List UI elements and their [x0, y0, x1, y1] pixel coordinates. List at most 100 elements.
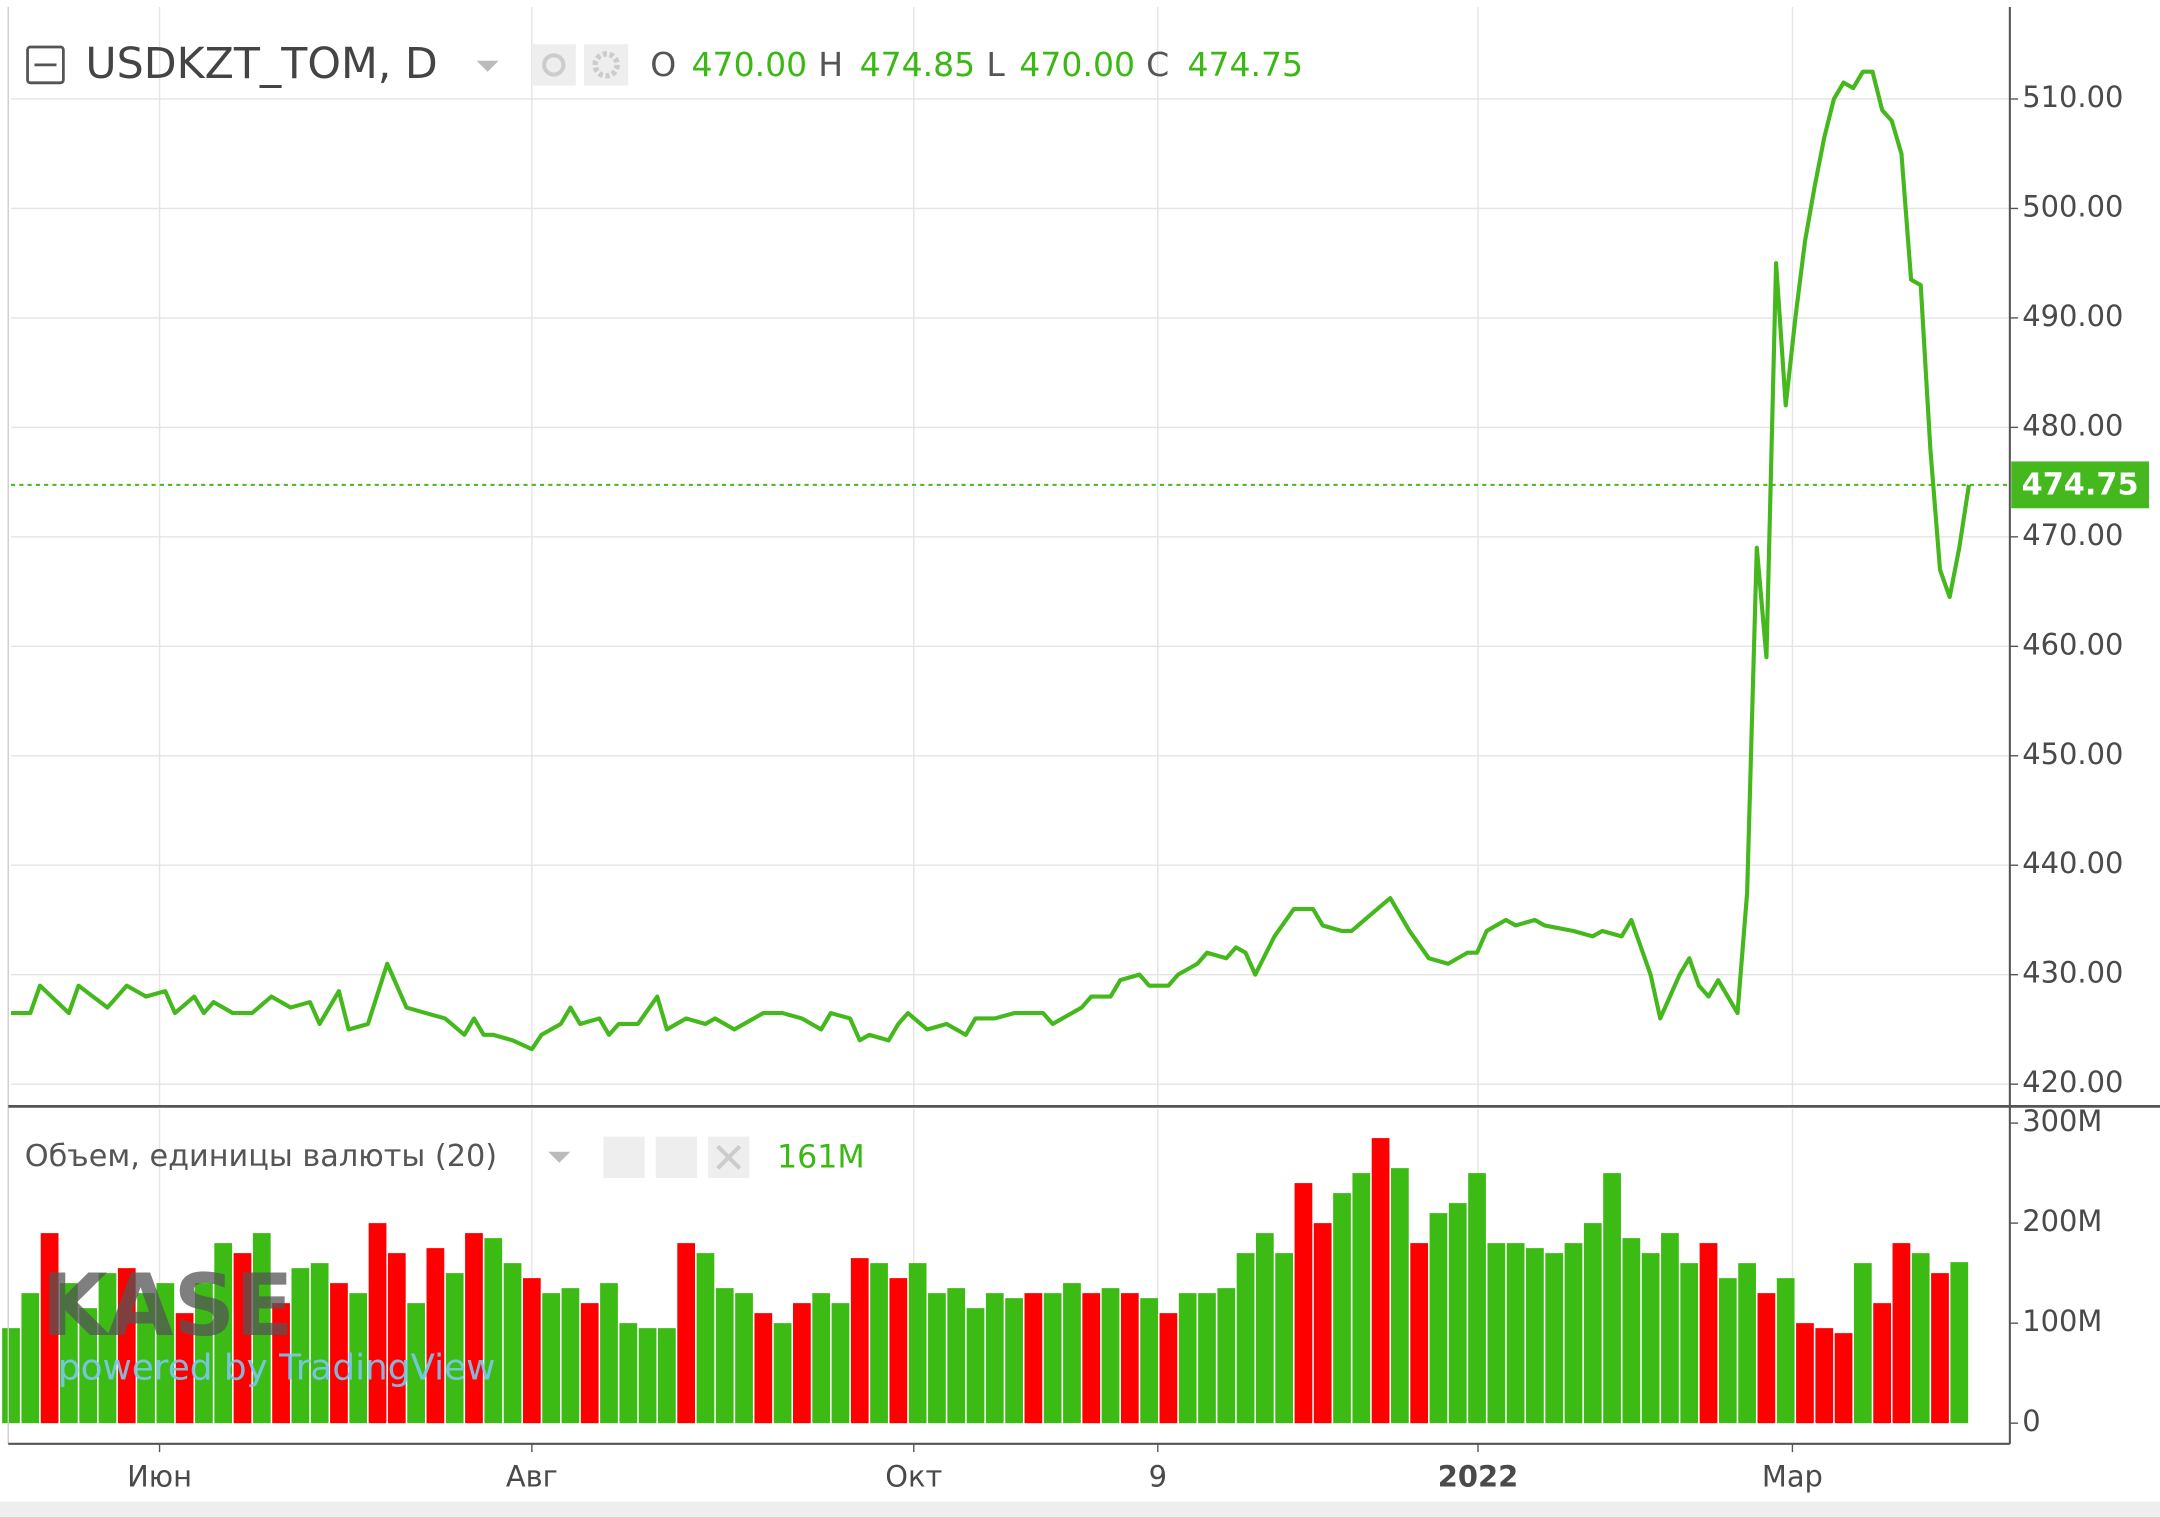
ohlc-value: 474.75: [1187, 45, 1303, 84]
volume-bar: [773, 1323, 792, 1424]
volume-bar: [1526, 1248, 1544, 1424]
volume-bar: [272, 1303, 290, 1424]
y-tick-label: 500.00: [2022, 189, 2123, 223]
y-tick-label: 300M: [2022, 1104, 2102, 1138]
volume-last: 161M: [777, 1140, 865, 1176]
eye-button[interactable]: [603, 1136, 645, 1178]
volume-bar: [1950, 1262, 1969, 1424]
volume-bar: [1140, 1298, 1158, 1424]
watermark-logo: KASE: [41, 1257, 293, 1356]
volume-bar: [947, 1288, 966, 1424]
volume-bar: [1178, 1293, 1197, 1424]
volume-bar: [1063, 1283, 1081, 1424]
volume-bar: [1796, 1323, 1814, 1424]
eye-button[interactable]: [531, 44, 576, 86]
y-tick-label: 510.00: [2022, 80, 2123, 114]
volume-bar: [966, 1308, 985, 1424]
bottom-strip: [0, 1501, 2160, 1517]
volume-bar: [387, 1253, 406, 1424]
volume-bar: [426, 1248, 445, 1424]
y-tick-label: 200M: [2022, 1204, 2102, 1238]
volume-bar: [1313, 1223, 1332, 1424]
volume-title: Объем, единицы валюты (20): [25, 1139, 497, 1174]
volume-bar: [1448, 1203, 1467, 1424]
volume-bar: [1603, 1173, 1621, 1424]
settings-button[interactable]: [584, 44, 629, 86]
volume-bar: [715, 1288, 734, 1424]
volume-bar: [1738, 1263, 1756, 1424]
volume-bar: [1101, 1288, 1120, 1424]
ohlc-key: L: [986, 45, 1005, 84]
volume-bar: [1757, 1293, 1776, 1424]
volume-bar: [137, 1293, 155, 1424]
volume-bar: [542, 1293, 561, 1424]
y-tick-label: 420.00: [2022, 1065, 2123, 1099]
x-tick-label: 9: [1149, 1459, 1167, 1493]
volume-bar: [735, 1293, 753, 1424]
volume-bar: [1931, 1273, 1949, 1424]
y-tick-label: 440.00: [2022, 846, 2123, 880]
ohlc-value: 474.85: [860, 45, 976, 84]
volume-bar: [1024, 1293, 1043, 1424]
y-tick-label: 480.00: [2022, 408, 2123, 442]
volume-bar: [503, 1263, 522, 1424]
volume-bar: [1333, 1193, 1351, 1424]
volume-bar: [156, 1283, 175, 1424]
volume-bar: [195, 1283, 213, 1424]
volume-bar: [1873, 1303, 1891, 1424]
x-tick-label: 2022: [1438, 1459, 1518, 1493]
y-tick-label: 490.00: [2022, 299, 2123, 333]
volume-bar: [1622, 1238, 1641, 1424]
volume-bar: [1468, 1173, 1486, 1424]
volume-bar: [1564, 1243, 1583, 1424]
settings-button[interactable]: [655, 1136, 698, 1178]
volume-bar: [1217, 1288, 1236, 1424]
volume-bar: [330, 1283, 348, 1424]
volume-bar: [1815, 1328, 1834, 1424]
volume-bar: [638, 1328, 657, 1424]
volume-bar: [1892, 1243, 1911, 1424]
ohlc-key: C: [1146, 45, 1169, 84]
collapse-button[interactable]: [26, 45, 65, 85]
volume-bar: [60, 1283, 78, 1424]
dropdown-arrow[interactable]: [548, 1151, 571, 1163]
volume-bar: [349, 1293, 368, 1424]
volume-bar: [1159, 1313, 1178, 1424]
ohlc-key: O: [650, 45, 676, 84]
close-icon: [716, 1144, 742, 1170]
volume-bar: [696, 1253, 715, 1424]
volume-bar: [368, 1223, 387, 1424]
volume-bar: [1043, 1293, 1062, 1424]
volume-bar: [1236, 1253, 1255, 1424]
volume-bar: [1911, 1253, 1930, 1424]
volume-bar: [1275, 1253, 1294, 1424]
volume-bar: [1410, 1243, 1429, 1424]
volume-bars: [2, 1138, 1969, 1424]
volume-bar: [600, 1283, 618, 1424]
y-tick-label: 430.00: [2022, 956, 2123, 990]
ohlc-value: 470.00: [1019, 45, 1135, 84]
y-tick-label: 460.00: [2022, 627, 2123, 661]
volume-bar: [1352, 1173, 1371, 1424]
volume-bar: [1198, 1293, 1216, 1424]
price-plot: [11, 69, 2009, 1052]
volume-bar: [291, 1268, 310, 1424]
volume-bar: [850, 1258, 869, 1424]
y-tick-label: 100M: [2022, 1304, 2102, 1338]
volume-bar: [1120, 1293, 1139, 1424]
volume-bar: [1391, 1168, 1409, 1424]
eye-icon: [542, 53, 566, 77]
volume-bar: [484, 1238, 503, 1424]
ohlc-value: 470.00: [692, 45, 808, 84]
volume-bar: [252, 1233, 271, 1424]
volume-bar: [889, 1278, 908, 1424]
dropdown-arrow[interactable]: [476, 60, 499, 72]
volume-bar: [1487, 1243, 1506, 1424]
volume-bar: [1255, 1233, 1274, 1424]
volume-bar: [677, 1243, 696, 1424]
volume-bar: [465, 1233, 483, 1424]
x-tick-label: Мар: [1762, 1459, 1823, 1493]
